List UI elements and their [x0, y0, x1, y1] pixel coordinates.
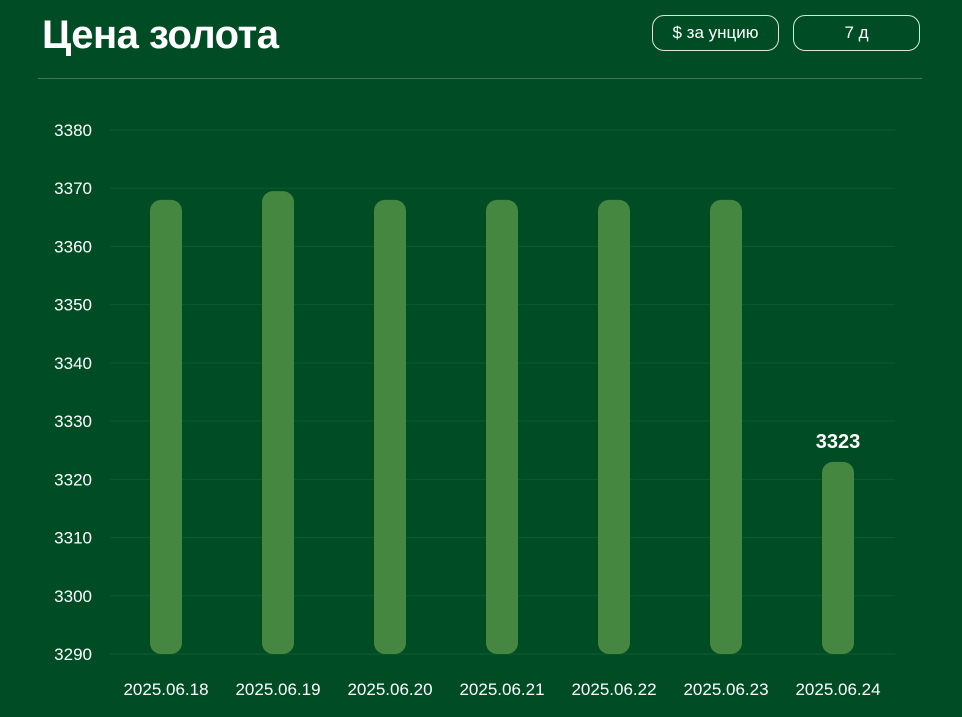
bar[interactable] [262, 191, 294, 654]
bar[interactable] [822, 461, 854, 654]
x-tick-label: 2025.06.20 [347, 680, 432, 699]
x-tick-label: 2025.06.23 [683, 680, 768, 699]
bars [150, 191, 854, 654]
y-tick-label: 3360 [54, 237, 92, 256]
x-tick-label: 2025.06.21 [459, 680, 544, 699]
data-labels: 3323 [816, 431, 861, 453]
y-tick-label: 3380 [54, 121, 92, 140]
y-tick-label: 3340 [54, 354, 92, 373]
bar[interactable] [374, 199, 406, 654]
range-selector-button[interactable]: 7 д [793, 15, 920, 51]
bar[interactable] [598, 199, 630, 654]
bar[interactable] [150, 199, 182, 654]
y-axis-ticks: 3290 3300 3310 3320 3330 3340 3350 3360 3370 3380 [54, 121, 92, 664]
y-tick-label: 3370 [54, 179, 92, 198]
x-axis-ticks: 2025.06.18 2025.06.19 2025.06.20 2025.06.21… [123, 680, 880, 699]
y-tick-label: 3290 [54, 645, 92, 664]
bar[interactable] [710, 199, 742, 654]
y-tick-label: 3310 [54, 529, 92, 548]
x-tick-label: 2025.06.24 [795, 680, 880, 699]
x-tick-label: 2025.06.18 [123, 680, 208, 699]
page-title: Цена золота [42, 13, 279, 57]
y-tick-label: 3320 [54, 470, 92, 489]
data-label: 3323 [816, 431, 861, 453]
x-tick-label: 2025.06.19 [235, 680, 320, 699]
header-divider [38, 78, 922, 79]
x-tick-label: 2025.06.22 [571, 680, 656, 699]
y-tick-label: 3350 [54, 296, 92, 315]
bar[interactable] [486, 199, 518, 654]
y-tick-label: 3330 [54, 412, 92, 431]
y-tick-label: 3300 [54, 587, 92, 606]
unit-selector-button[interactable]: $ за унцию [652, 15, 779, 51]
